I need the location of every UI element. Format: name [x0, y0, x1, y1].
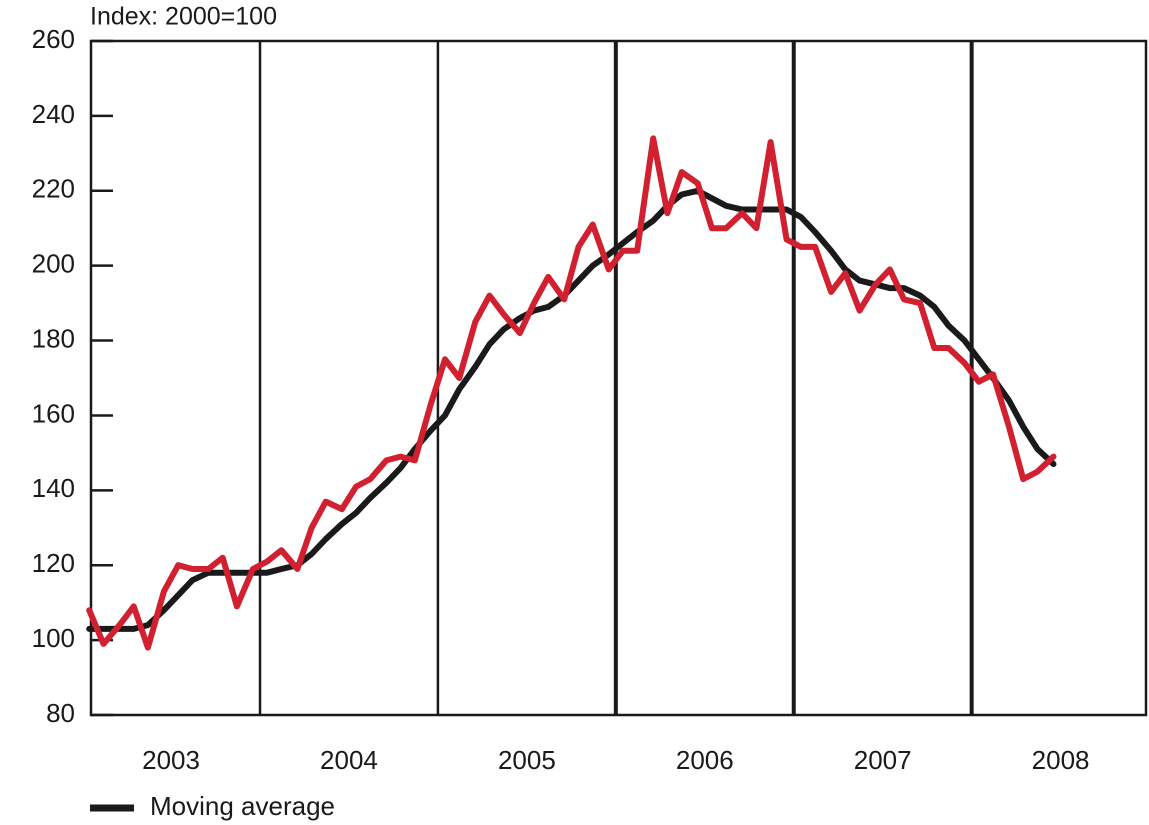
y-tick-label: 140 — [32, 473, 75, 503]
y-tick-label: 180 — [32, 323, 75, 353]
x-tick-label: 2004 — [320, 745, 378, 775]
x-tick-label: 2006 — [676, 745, 734, 775]
plot-frame — [89, 39, 1148, 717]
y-tick-label: 100 — [32, 623, 75, 653]
y-tick-label: 260 — [32, 24, 75, 54]
x-tick-label: 2003 — [142, 745, 200, 775]
y-tick-label: 200 — [32, 249, 75, 279]
legend-label: Moving average — [150, 791, 335, 821]
y-tick-label: 120 — [32, 548, 75, 578]
x-tick-label: 2007 — [854, 745, 912, 775]
data-line — [86, 187, 1057, 632]
y-tick-label: 240 — [32, 99, 75, 129]
y-tick-label: 220 — [32, 174, 75, 204]
x-tick-label: 2008 — [1032, 745, 1090, 775]
y-tick-label: 160 — [32, 398, 75, 428]
y-axis-label: Index: 2000=100 — [90, 3, 277, 31]
x-tick-label: 2005 — [498, 745, 556, 775]
data-line — [86, 135, 1057, 651]
y-tick-label: 80 — [46, 698, 75, 728]
